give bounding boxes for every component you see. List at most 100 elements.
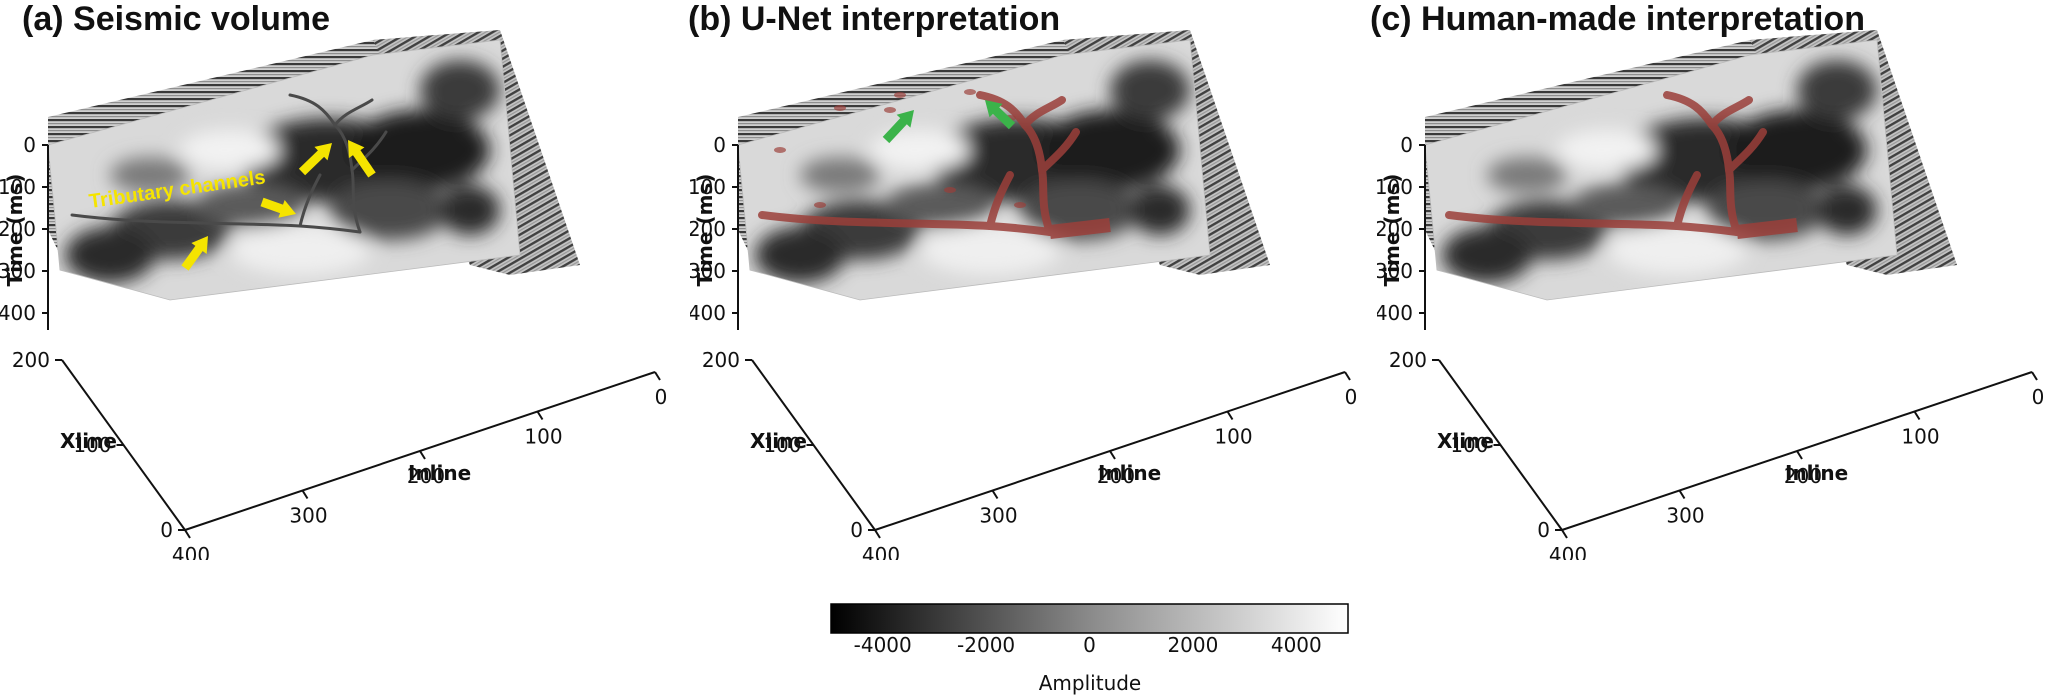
axis-tick-label: 400 <box>0 301 36 325</box>
axis-tick-label: 0 <box>655 385 668 409</box>
noise-blob <box>814 202 826 208</box>
channel-overlay <box>1049 218 1111 239</box>
annotation-arrow <box>260 197 296 218</box>
axis-tick-label: 200 <box>12 348 50 372</box>
panel-b-title: (b) U-Net interpretation <box>688 0 1060 39</box>
axis-tick-label: 200 <box>690 217 726 241</box>
inline-axis-label: Inline <box>1098 461 1161 485</box>
axis-tick-label: 0 <box>1537 518 1550 542</box>
noise-blob <box>964 89 976 95</box>
axis-tick-label: 100 <box>690 175 726 199</box>
annotation-arrow <box>348 140 376 178</box>
axis-tick-label: 300 <box>0 259 36 283</box>
noise-blob <box>1014 202 1026 208</box>
axis-tick-label: 100 <box>0 175 36 199</box>
axis-tick-label: 100 <box>1377 175 1413 199</box>
channel-overlay <box>1673 171 1701 230</box>
channel-overlay <box>1708 96 1753 129</box>
noise-blob <box>884 107 896 113</box>
colorbar-tick-label: -2000 <box>957 633 1016 657</box>
channel-trace <box>298 173 322 228</box>
colorbar-tick-label: -4000 <box>853 633 912 657</box>
noise-blob <box>774 147 786 153</box>
axis-tick-label: 0 <box>160 518 173 542</box>
channel-overlay <box>1038 128 1080 174</box>
axis-tick-label: 200 <box>702 348 740 372</box>
axis-tick-label: 400 <box>1377 301 1413 325</box>
noise-blob <box>944 187 956 193</box>
axis-tick-label: 300 <box>1377 259 1413 283</box>
axis-tick-label: 400 <box>862 543 900 560</box>
axis-tick-label: 100 <box>763 433 801 457</box>
axis-tick-label: 100 <box>1214 425 1252 449</box>
amplitude-colorbar <box>830 603 1349 634</box>
xline-axis-label: Xline <box>60 429 117 453</box>
channel-overlay <box>1445 211 1741 236</box>
colorbar-label: Amplitude <box>1038 671 1142 695</box>
axis-tick-label: 0 <box>713 133 726 157</box>
axis-tick-label: 200 <box>1784 464 1822 488</box>
panel-letter: (b) <box>688 0 732 38</box>
panel-name: U-Net interpretation <box>740 0 1061 38</box>
axis-tick-label: 400 <box>172 543 210 560</box>
channel-overlay <box>1736 218 1798 239</box>
panel-name: Seismic volume <box>73 0 331 38</box>
axis-tick-label: 300 <box>979 504 1017 528</box>
channel-trace <box>70 213 362 234</box>
channel-trace <box>333 98 374 127</box>
colorbar-tick-label: 2000 <box>1167 633 1219 657</box>
axis-tick-label: 300 <box>1666 504 1704 528</box>
colorbar-tick-label: 4000 <box>1270 633 1322 657</box>
axis-tick-label: 100 <box>73 433 111 457</box>
axis-tick-label: 100 <box>1901 425 1939 449</box>
axis-tick-label: 400 <box>690 301 726 325</box>
inline-axis-label: Inline <box>408 461 471 485</box>
colorbar-tick-label: 0 <box>1083 633 1096 657</box>
panel-name: Human-made interpretation <box>1421 0 1865 38</box>
axis-tick-label: 200 <box>407 464 445 488</box>
xline-axis-label: Xline <box>750 429 807 453</box>
axis-tick-label: 100 <box>1450 433 1488 457</box>
channel-overlay <box>758 211 1054 236</box>
axis-tick-label: 200 <box>1377 217 1413 241</box>
axis-tick-label: 300 <box>289 504 327 528</box>
panel-a-title: (a) Seismic volume <box>22 0 330 39</box>
axis-tick-label: 200 <box>1097 464 1135 488</box>
channel-overlay <box>976 91 1029 129</box>
annotation-arrow <box>882 110 914 144</box>
noise-blob <box>894 92 906 98</box>
time-axis-label: Time (ms) <box>693 174 717 287</box>
axis-tick-label: 300 <box>690 259 726 283</box>
axis-tick-label: 200 <box>1389 348 1427 372</box>
axis-tick-label: 0 <box>1345 385 1358 409</box>
panel-letter: (a) <box>22 0 64 38</box>
xline-axis-label: Xline <box>1437 429 1494 453</box>
channel-overlay <box>1663 91 1716 129</box>
axis-tick-label: 0 <box>23 133 36 157</box>
axis-tick-label: 0 <box>1400 133 1413 157</box>
channel-overlay <box>986 171 1014 230</box>
axis-tick-label: 0 <box>2032 385 2045 409</box>
axis-tick-label: 400 <box>1549 543 1587 560</box>
panel-c-title: (c) Human-made interpretation <box>1370 0 1865 39</box>
time-axis-label: Time (ms) <box>3 174 27 287</box>
panel-letter: (c) <box>1370 0 1412 38</box>
annotation-arrow <box>985 100 1016 130</box>
axis-tick-label: 100 <box>524 425 562 449</box>
inline-axis-label: Inline <box>1785 461 1848 485</box>
axis-tick-label: 200 <box>0 217 36 241</box>
channel-trace <box>350 130 388 172</box>
channel-overlay <box>1725 128 1767 174</box>
axis-tick-label: 0 <box>850 518 863 542</box>
annotation-arrow <box>298 143 332 176</box>
noise-blob <box>834 105 846 111</box>
channel-trace <box>288 93 337 127</box>
channel-overlay <box>1021 96 1066 129</box>
annotation-arrow <box>181 236 208 271</box>
